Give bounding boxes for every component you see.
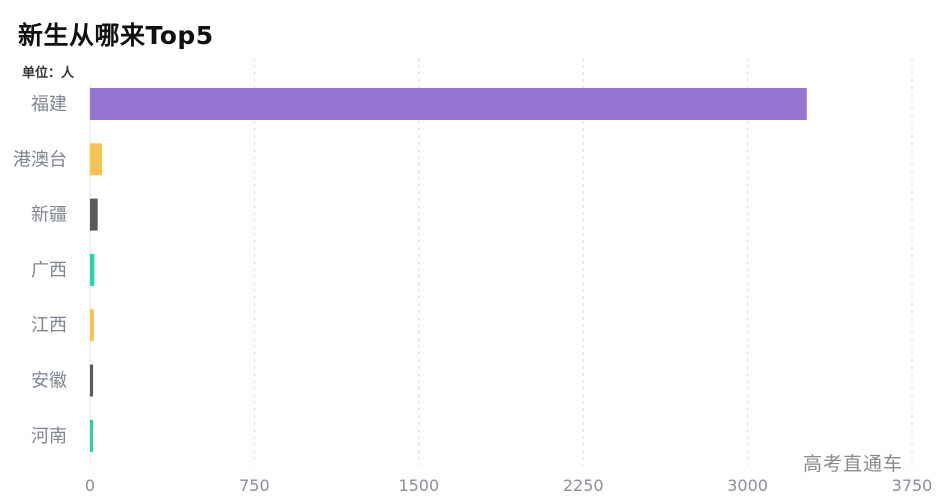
watermark: 高考直通车 [803, 453, 904, 475]
x-tick-label: 0 [85, 476, 95, 495]
bar [90, 309, 94, 342]
x-tick-label: 1500 [398, 476, 439, 495]
y-tick-label: 新疆 [31, 205, 67, 226]
bar [90, 88, 807, 120]
bar [90, 253, 95, 286]
bar [90, 364, 94, 397]
x-tick-label: 3000 [727, 476, 768, 495]
y-tick-label: 广西 [31, 260, 67, 281]
y-tick-label: 港澳台 [13, 149, 67, 170]
unit-label: 单位：人 [22, 66, 75, 81]
y-tick-label: 河南 [31, 426, 67, 447]
bar [90, 419, 93, 452]
y-tick-label: 江西 [31, 315, 67, 336]
chart-title: 新生从哪来Top5 [18, 21, 214, 50]
y-tick-label: 福建 [31, 94, 67, 115]
x-tick-label: 3750 [892, 476, 933, 495]
bar [90, 143, 103, 176]
y-tick-label: 安徽 [31, 371, 67, 392]
bar [90, 198, 98, 231]
x-tick-label: 750 [239, 476, 270, 495]
x-tick-label: 2250 [563, 476, 604, 495]
